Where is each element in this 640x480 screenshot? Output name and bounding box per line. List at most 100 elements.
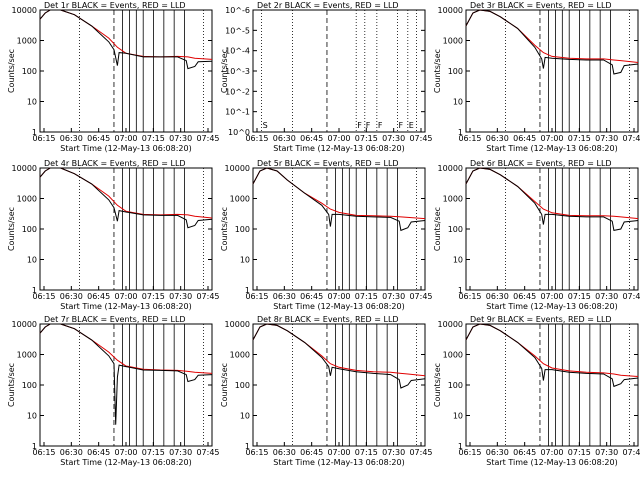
x-tick-label: 07:00: [114, 448, 137, 457]
y-tick-label: 10: [453, 256, 463, 265]
x-tick-label: 06:45: [300, 448, 323, 457]
event-marker-label: S: [263, 121, 268, 130]
x-tick-label: 06:30: [486, 448, 509, 457]
panel-det-6: Det 6r BLACK = Events, RED = LLD 1 10 100 10…: [433, 159, 640, 311]
y-axis-label: Counts/sec: [220, 363, 229, 407]
y-tick-label: 10: [240, 256, 250, 265]
x-axis-label: Start Time (12-May-13 06:08:20): [486, 302, 617, 311]
x-tick-label: 06:45: [87, 292, 110, 301]
panel-title: Det 7r BLACK = Events, RED = LLD: [44, 315, 186, 324]
x-tick-label: 06:15: [458, 448, 481, 457]
y-tick-label: 1: [458, 128, 463, 137]
series-events: [465, 9, 639, 75]
plot-frame: [39, 323, 213, 447]
y-tick-label: 10^-1: [225, 108, 250, 117]
plot-frame: [465, 9, 639, 133]
y-tick-label: 10: [27, 98, 37, 107]
y-tick-label: 1: [458, 442, 463, 451]
y-tick-label: 10: [27, 412, 37, 421]
y-tick-label: 100: [22, 381, 37, 390]
x-tick-label: 07:15: [568, 292, 591, 301]
y-tick-label: 1: [32, 128, 37, 137]
panel-det-9: Det 9r BLACK = Events, RED = LLD 1 10 100 10…: [433, 315, 640, 467]
y-tick-label: 1: [458, 286, 463, 295]
x-tick-label: 06:45: [513, 292, 536, 301]
x-tick-label: 06:15: [32, 292, 55, 301]
series-lld: [252, 167, 426, 220]
x-tick-label: 07:00: [540, 448, 563, 457]
x-tick-label: 06:15: [245, 448, 268, 457]
y-tick-label: 10: [453, 98, 463, 107]
x-tick-label: 06:45: [87, 448, 110, 457]
x-tick-label: 06:30: [60, 292, 83, 301]
series-lld: [39, 9, 213, 60]
panel-title: Det 8r BLACK = Events, RED = LLD: [257, 315, 399, 324]
x-axis-label: Start Time (12-May-13 06:08:20): [60, 144, 191, 153]
y-tick-label: 100: [448, 381, 463, 390]
x-tick-label: 07:00: [114, 134, 137, 143]
x-tick-label: 07:45: [409, 134, 432, 143]
series-lld: [39, 167, 213, 219]
x-tick-label: 06:45: [513, 134, 536, 143]
x-axis-label: Start Time (12-May-13 06:08:20): [60, 302, 191, 311]
y-tick-label: 10^-5: [225, 26, 250, 35]
x-tick-label: 07:45: [622, 292, 640, 301]
y-axis-label: Counts/sec: [433, 363, 442, 407]
y-tick-label: 10000: [225, 164, 250, 173]
y-tick-label: 100: [22, 67, 37, 76]
panel-title: Det 5r BLACK = Events, RED = LLD: [257, 159, 399, 168]
x-tick-label: 07:45: [409, 292, 432, 301]
x-tick-label: 06:15: [245, 134, 268, 143]
y-tick-label: 10000: [438, 6, 463, 15]
series-lld: [465, 167, 639, 220]
x-tick-label: 06:30: [60, 134, 83, 143]
y-tick-label: 100: [448, 67, 463, 76]
x-tick-label: 06:30: [273, 292, 296, 301]
x-tick-label: 07:00: [540, 134, 563, 143]
y-tick-label: 10: [453, 412, 463, 421]
event-marker-label: F: [378, 121, 383, 130]
x-tick-label: 07:30: [595, 292, 618, 301]
x-tick-label: 06:45: [300, 134, 323, 143]
y-tick-label: 10^-6: [225, 6, 250, 15]
y-tick-label: 1000: [17, 37, 37, 46]
x-tick-label: 07:15: [355, 448, 378, 457]
series-events: [39, 9, 213, 70]
series-events: [465, 323, 639, 388]
y-tick-label: 10^-4: [225, 47, 250, 56]
event-marker-label: F: [398, 121, 403, 130]
y-tick-label: 1000: [17, 351, 37, 360]
y-axis-label: Counts/sec: [7, 207, 16, 251]
y-tick-label: 1: [32, 286, 37, 295]
x-tick-label: 06:30: [486, 292, 509, 301]
panel-det-2: Det 2r BLACK = Events, RED = LLD 10^0 10^-…: [220, 1, 433, 153]
x-tick-label: 07:00: [327, 448, 350, 457]
panel-title: Det 9r BLACK = Events, RED = LLD: [470, 315, 612, 324]
x-tick-label: 07:30: [169, 134, 192, 143]
y-tick-label: 10^-2: [225, 87, 250, 96]
y-tick-label: 1000: [443, 351, 463, 360]
y-tick-label: 100: [235, 381, 250, 390]
y-tick-label: 10000: [438, 320, 463, 329]
series-events: [39, 167, 213, 229]
x-axis-label: Start Time (12-May-13 06:08:20): [486, 144, 617, 153]
y-axis-label: Counts/sec: [7, 363, 16, 407]
series-lld: [465, 323, 639, 377]
x-axis-label: Start Time (12-May-13 06:08:20): [273, 458, 404, 467]
panel-title: Det 2r BLACK = Events, RED = LLD: [257, 1, 399, 10]
panel-title: Det 4r BLACK = Events, RED = LLD: [44, 159, 186, 168]
plot-frame: [252, 323, 426, 447]
y-tick-label: 10000: [225, 320, 250, 329]
y-tick-label: 10000: [438, 164, 463, 173]
y-tick-label: 1000: [17, 195, 37, 204]
plot-frame: [252, 167, 426, 291]
x-tick-label: 07:00: [327, 292, 350, 301]
y-axis-label: Counts/sec: [433, 49, 442, 93]
x-tick-label: 07:45: [196, 134, 219, 143]
x-tick-label: 07:45: [196, 292, 219, 301]
x-tick-label: 06:15: [458, 134, 481, 143]
x-tick-label: 07:00: [327, 134, 350, 143]
x-axis-label: Start Time (12-May-13 06:08:20): [60, 458, 191, 467]
series-events: [252, 323, 426, 389]
